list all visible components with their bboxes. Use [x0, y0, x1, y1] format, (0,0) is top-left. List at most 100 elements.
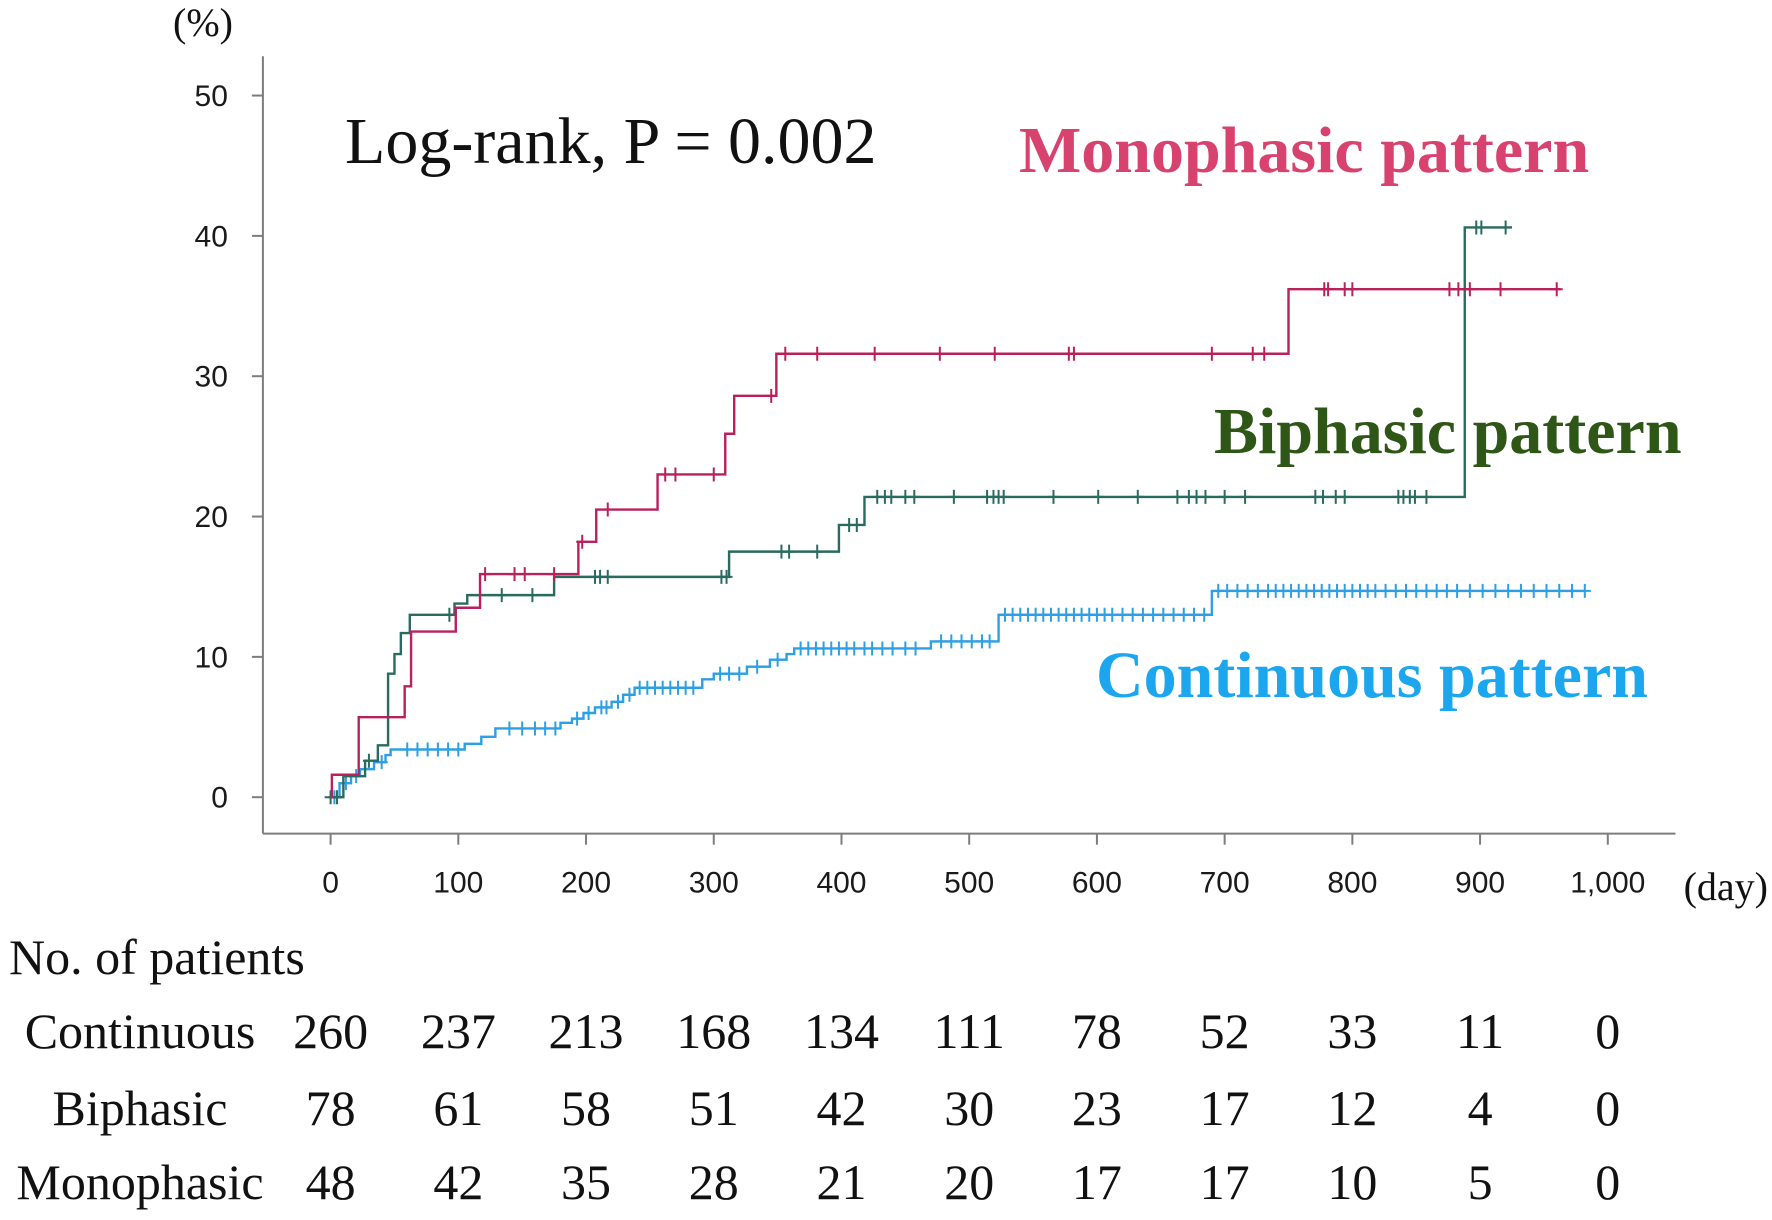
- censor-mark-continuous: [1489, 583, 1502, 598]
- censor-mark-continuous: [723, 666, 736, 681]
- censor-mark-continuous: [1410, 583, 1423, 598]
- censor-mark-monophasic: [576, 534, 589, 549]
- risk-count: 52: [1200, 1003, 1250, 1059]
- censor-mark-monophasic: [508, 567, 521, 582]
- risk-count: 51: [689, 1080, 739, 1136]
- censor-mark-monophasic: [1258, 346, 1271, 361]
- censor-mark-continuous: [528, 721, 541, 736]
- censor-mark-continuous: [1177, 607, 1190, 622]
- censor-mark-monophasic: [779, 346, 792, 361]
- risk-count: 11: [1456, 1003, 1504, 1059]
- risk-count: 260: [293, 1003, 368, 1059]
- censor-mark-monophasic: [933, 346, 946, 361]
- number-at-risk-table: No. of patients Continuous 260 237 213 168 13…: [9, 929, 1620, 1210]
- risk-count: 30: [944, 1080, 994, 1136]
- censor-mark-biphasic: [1239, 489, 1252, 504]
- censor-mark-biphasic: [1499, 220, 1512, 235]
- censor-mark-monophasic: [659, 467, 672, 482]
- x-tick-label: 200: [561, 867, 611, 900]
- series-biphasic: [324, 220, 1513, 805]
- censor-mark-continuous: [411, 742, 424, 757]
- censor-mark-continuous: [1147, 607, 1160, 622]
- censor-mark-continuous: [1476, 583, 1489, 598]
- censor-mark-continuous: [516, 721, 529, 736]
- censor-mark-continuous: [1231, 583, 1244, 598]
- censor-mark-monophasic: [988, 346, 1001, 361]
- censor-mark-biphasic: [1338, 489, 1351, 504]
- risk-count: 78: [306, 1080, 356, 1136]
- censor-mark-continuous: [1527, 583, 1540, 598]
- censor-mark-monophasic: [601, 502, 614, 517]
- censor-mark-continuous: [1578, 583, 1591, 598]
- censor-mark-continuous: [771, 652, 784, 667]
- censor-mark-biphasic: [811, 544, 824, 559]
- risk-count: 48: [306, 1154, 356, 1210]
- log-rank-annotation: Log-rank, P = 0.002: [345, 105, 877, 178]
- censor-mark-continuous: [339, 776, 352, 791]
- risk-count: 5: [1468, 1154, 1493, 1210]
- censor-mark-continuous: [1451, 583, 1464, 598]
- censor-mark-continuous: [886, 641, 899, 656]
- censor-mark-biphasic: [443, 607, 456, 622]
- censor-mark-continuous: [955, 634, 968, 649]
- censor-mark-continuous: [945, 634, 958, 649]
- risk-count: 33: [1327, 1003, 1377, 1059]
- censor-mark-continuous: [1540, 583, 1553, 598]
- censor-mark-continuous: [983, 634, 996, 649]
- censor-mark-biphasic: [720, 569, 733, 584]
- censor-mark-biphasic: [362, 753, 375, 768]
- y-tick-label: 50: [195, 80, 228, 113]
- x-tick-label: 0: [322, 867, 339, 900]
- censor-mark-monophasic: [548, 567, 561, 582]
- risk-count: 0: [1595, 1080, 1620, 1136]
- y-axis-unit-label: (%): [173, 0, 233, 45]
- censor-mark-monophasic: [1494, 282, 1507, 297]
- risk-count: 21: [816, 1154, 866, 1210]
- monophasic-series-label: Monophasic pattern: [1019, 114, 1589, 187]
- censor-mark-continuous: [687, 680, 700, 695]
- censor-mark-continuous: [1389, 583, 1402, 598]
- censor-mark-biphasic: [1218, 489, 1231, 504]
- censor-mark-continuous: [1440, 583, 1453, 598]
- risk-count: 20: [944, 1154, 994, 1210]
- censor-mark-continuous: [965, 634, 978, 649]
- censor-mark-monophasic: [811, 346, 824, 361]
- x-tick-label: 100: [433, 867, 483, 900]
- risk-count: 17: [1072, 1154, 1122, 1210]
- risk-count: 58: [561, 1080, 611, 1136]
- censor-mark-biphasic: [997, 489, 1010, 504]
- censor-mark-continuous: [1106, 607, 1119, 622]
- censor-mark-continuous: [1420, 583, 1433, 598]
- censor-mark-biphasic: [1047, 489, 1060, 504]
- censor-mark-monophasic: [1322, 282, 1335, 297]
- censor-mark-biphasic: [1475, 220, 1488, 235]
- censor-mark-continuous: [1553, 583, 1566, 598]
- censor-mark-continuous: [733, 666, 746, 681]
- censor-mark-monophasic: [1550, 282, 1563, 297]
- censor-mark-continuous: [1136, 607, 1149, 622]
- risk-count: 61: [433, 1080, 483, 1136]
- censor-mark-continuous: [600, 700, 613, 715]
- risk-count: 28: [689, 1154, 739, 1210]
- censor-mark-continuous: [1187, 607, 1200, 622]
- x-tick-label: 400: [816, 867, 866, 900]
- censor-mark-continuous: [1157, 607, 1170, 622]
- censor-mark-continuous: [909, 641, 922, 656]
- censor-mark-continuous: [1369, 583, 1382, 598]
- x-tick-label: 600: [1072, 867, 1122, 900]
- censor-mark-continuous: [1502, 583, 1515, 598]
- censor-mark-continuous: [1566, 583, 1579, 598]
- censor-mark-continuous: [431, 742, 444, 757]
- censor-mark-biphasic: [908, 489, 921, 504]
- censor-mark-continuous: [401, 742, 414, 757]
- censor-mark-continuous: [1126, 607, 1139, 622]
- censor-mark-monophasic: [1452, 282, 1465, 297]
- censor-mark-biphasic: [1420, 489, 1433, 504]
- censor-mark-continuous: [876, 641, 889, 656]
- censor-mark-monophasic: [868, 346, 881, 361]
- risk-count: 42: [433, 1154, 483, 1210]
- biphasic-series-label: Biphasic pattern: [1214, 395, 1682, 468]
- censor-mark-continuous: [899, 641, 912, 656]
